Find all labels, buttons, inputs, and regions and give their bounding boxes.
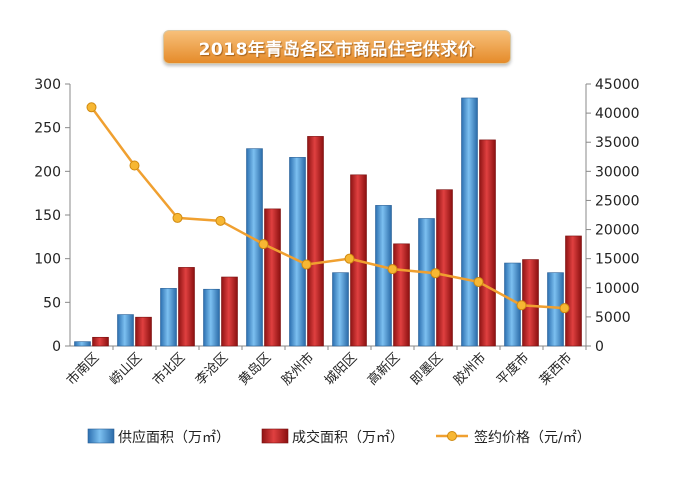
line-price-point [258,239,269,250]
chart-title: 2018年青岛各区市商品住宅供求价 [163,30,511,64]
y-tick-label: 250 [34,121,61,137]
legend-swatch-deal [261,428,289,444]
bar-supply [160,288,177,347]
y-tick-label: 150 [34,208,61,224]
y2-tick-label: 45000 [595,77,640,93]
line-price-point [129,160,140,171]
bar-supply [117,314,134,347]
bar-deal [178,267,195,347]
x-tick-label: 市南区 [63,350,102,389]
legend: 供应面积（万㎡） 成交面积（万㎡） 签约价格（元/㎡） [87,428,591,446]
y2-tick-label: 5000 [595,310,631,326]
x-tick-label: 莱西市 [536,350,575,389]
bar-deal [221,276,238,347]
line-price-point [215,215,226,226]
line-price-point [516,300,527,311]
y2-tick-label: 0 [595,339,604,355]
y2-tick-label: 30000 [595,164,640,180]
y2-tick-label: 25000 [595,193,640,209]
y-tick-label: 300 [34,77,61,93]
line-price-point [344,253,355,264]
y2-tick-label: 15000 [595,252,640,268]
y2-tick-label: 40000 [595,106,640,122]
bar-supply [203,288,220,347]
bar-deal [565,235,582,347]
y2-tick-label: 20000 [595,223,640,239]
bar-supply [375,205,392,347]
bar-supply [461,97,478,347]
legend-label-deal: 成交面积（万㎡） [292,429,404,446]
line-price-point [430,268,441,279]
y-tick-label: 100 [34,252,61,268]
x-tick-label: 胶州市 [450,350,489,389]
y-tick-label: 50 [43,295,61,311]
bar-deal [264,208,281,347]
legend-swatch-supply [87,428,115,444]
legend-label-price: 签约价格（元/㎡） [474,429,591,446]
bar-deal [436,189,453,347]
line-price-point [301,259,312,270]
y2-tick-label: 35000 [595,135,640,151]
bar-supply [418,218,435,347]
x-tick-label: 李沧区 [192,350,231,389]
bar-deal [92,336,109,347]
bar-deal [307,136,324,347]
x-tick-label: 即墨区 [408,350,446,388]
x-tick-label: 城阳区 [322,350,360,388]
line-price-point [559,303,570,314]
bar-deal [135,316,152,347]
line-price-point [473,276,484,287]
legend-marker-price [447,431,457,441]
y2-tick-label: 10000 [595,281,640,297]
line-price-point [387,264,398,275]
x-tick-label: 崂山区 [107,350,145,388]
bar-deal [393,243,410,347]
x-tick-label: 平度市 [493,350,532,389]
bar-supply [289,157,306,347]
x-tick-label: 高新区 [364,350,403,389]
line-price-point [172,212,183,223]
bar-deal [479,139,496,347]
x-tick-label: 市北区 [149,350,188,389]
y-tick-label: 0 [52,339,61,355]
line-price-point [86,102,97,113]
legend-label-supply: 供应面积（万㎡） [118,429,230,446]
line-price [90,106,565,310]
y-tick-label: 200 [34,164,61,180]
x-tick-label: 黄岛区 [235,350,274,389]
x-tick-label: 胶州市 [278,350,317,389]
bar-supply [74,341,91,347]
bar-supply [332,272,349,347]
